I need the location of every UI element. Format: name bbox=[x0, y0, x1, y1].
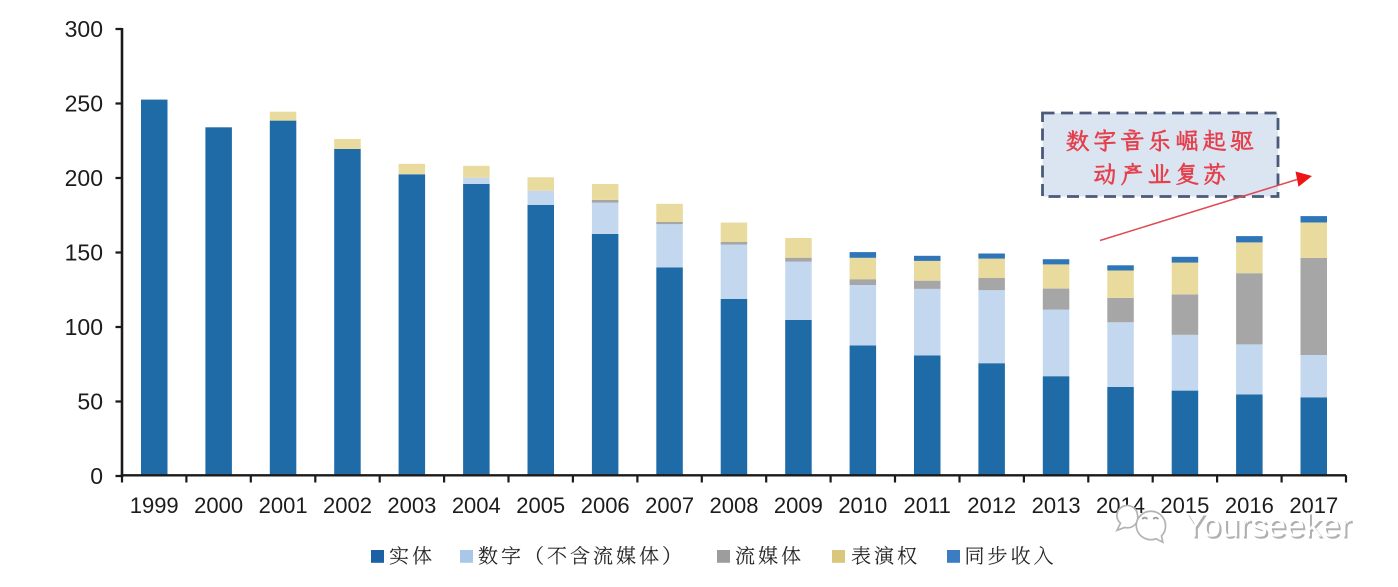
svg-text:50: 50 bbox=[77, 389, 103, 415]
svg-text:Yourseeker: Yourseeker bbox=[1183, 508, 1351, 545]
svg-text:2002: 2002 bbox=[323, 493, 372, 518]
svg-text:2009: 2009 bbox=[774, 493, 823, 518]
svg-text:300: 300 bbox=[65, 16, 103, 42]
svg-text:2003: 2003 bbox=[387, 493, 436, 518]
svg-text:2008: 2008 bbox=[710, 493, 759, 518]
svg-text:2005: 2005 bbox=[516, 493, 565, 518]
svg-text:2012: 2012 bbox=[967, 493, 1016, 518]
svg-text:2017: 2017 bbox=[1289, 493, 1338, 518]
svg-text:2016: 2016 bbox=[1225, 493, 1274, 518]
svg-text:2004: 2004 bbox=[452, 493, 501, 518]
svg-text:1999: 1999 bbox=[130, 493, 179, 518]
svg-text:Yourseeker: Yourseeker bbox=[1185, 510, 1353, 547]
svg-text:2015: 2015 bbox=[1160, 493, 1209, 518]
svg-text:0: 0 bbox=[90, 463, 103, 489]
svg-text:2007: 2007 bbox=[645, 493, 694, 518]
svg-text:250: 250 bbox=[65, 91, 103, 117]
svg-text:200: 200 bbox=[65, 165, 103, 191]
svg-text:2001: 2001 bbox=[259, 493, 308, 518]
svg-text:2013: 2013 bbox=[1032, 493, 1081, 518]
svg-text:100: 100 bbox=[65, 314, 103, 340]
svg-text:2011: 2011 bbox=[904, 493, 951, 518]
svg-text:2006: 2006 bbox=[581, 493, 630, 518]
svg-text:150: 150 bbox=[65, 240, 103, 266]
svg-text:2010: 2010 bbox=[838, 493, 887, 518]
svg-text:2000: 2000 bbox=[194, 493, 243, 518]
